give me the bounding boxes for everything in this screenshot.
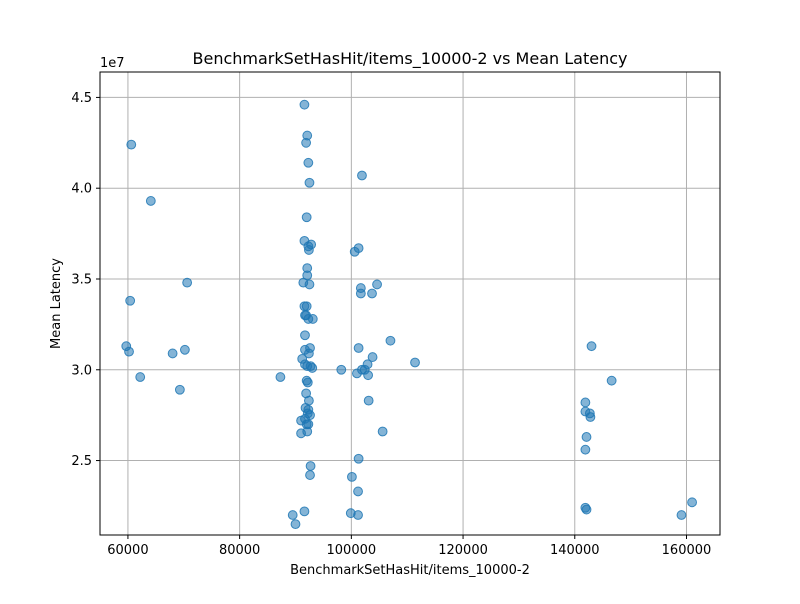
scatter-point	[363, 370, 374, 381]
y-tick-label: 3.0	[71, 363, 92, 378]
ticks-layer: 60000 80000 100000 120000 140000 160000 2.5 3.0…	[71, 91, 711, 558]
y-tick-label: 2.5	[71, 454, 92, 469]
scatter-point	[377, 426, 388, 437]
chart-title: BenchmarkSetHasHit/items_10000-2 vs Mean…	[193, 49, 628, 69]
x-tick-label: 140000	[550, 543, 600, 558]
scatter-point	[124, 346, 134, 357]
scatter-point	[367, 352, 378, 362]
scatter-point	[307, 363, 318, 373]
scatter-point	[301, 212, 312, 223]
scatter-point	[580, 397, 591, 408]
scatter-point	[353, 343, 364, 353]
y-tick-label: 4.0	[71, 182, 92, 197]
scatter-point	[145, 196, 156, 206]
x-tick-label: 120000	[438, 543, 488, 558]
scatter-point	[372, 279, 382, 290]
scatter-point	[167, 348, 178, 359]
y-axis-offset-label: 1e7	[100, 56, 125, 71]
scatter-point	[355, 288, 366, 299]
scatter-point	[299, 99, 310, 110]
grid-layer	[100, 72, 720, 535]
x-tick-label: 100000	[327, 543, 377, 558]
scatter-point	[353, 453, 364, 464]
scatter-point	[353, 243, 364, 254]
x-axis-label: BenchmarkSetHasHit/items_10000-2	[290, 563, 530, 578]
scatter-point	[182, 277, 193, 288]
scatter-point	[352, 368, 362, 379]
x-tick-label: 60000	[107, 543, 148, 558]
scatter-point	[367, 288, 377, 299]
scatter-point	[353, 510, 363, 520]
scatter-point	[336, 364, 347, 375]
x-tick-label: 80000	[219, 543, 260, 558]
scatter-point	[135, 372, 146, 382]
plot-frame	[99, 71, 721, 536]
scatter-point	[307, 314, 318, 324]
scatter-point	[410, 357, 420, 368]
scatter-point	[126, 139, 137, 150]
y-tick-label: 3.5	[71, 272, 92, 287]
scatter-point	[174, 384, 185, 395]
scatter-point	[581, 432, 592, 442]
scatter-point	[580, 444, 591, 455]
scatter-point	[581, 504, 592, 515]
scatter-point	[304, 279, 315, 290]
scatter-point	[304, 177, 315, 188]
scatter-point	[304, 348, 314, 359]
scatter-point	[586, 341, 597, 352]
scatter-point	[301, 301, 312, 312]
points-layer	[121, 99, 697, 530]
y-axis-label: Mean Latency	[49, 258, 64, 349]
scatter-point	[357, 170, 367, 181]
scatter-point	[585, 412, 596, 422]
scatter-point	[353, 486, 363, 497]
x-tick-label: 160000	[662, 543, 712, 558]
scatter-point	[363, 395, 374, 406]
scatter-point	[385, 335, 396, 346]
scatter-point	[305, 461, 316, 471]
scatter-point	[299, 506, 310, 517]
scatter-point	[300, 330, 310, 341]
scatter-point	[303, 157, 314, 168]
scatter-point	[125, 295, 136, 306]
scatter-point	[303, 241, 314, 252]
scatter-point	[290, 519, 301, 530]
scatter-point	[180, 344, 190, 355]
scatter-point	[301, 137, 312, 148]
scatter-point	[275, 372, 286, 382]
scatter-point	[287, 510, 298, 520]
scatter-point	[302, 426, 313, 437]
scatter-point	[347, 471, 357, 482]
scatter-point	[302, 377, 313, 388]
scatter-point	[305, 470, 315, 480]
y-tick-label: 4.5	[71, 91, 92, 106]
scatter-point	[687, 497, 697, 508]
scatter-point	[606, 375, 617, 386]
scatter-point	[676, 510, 687, 520]
